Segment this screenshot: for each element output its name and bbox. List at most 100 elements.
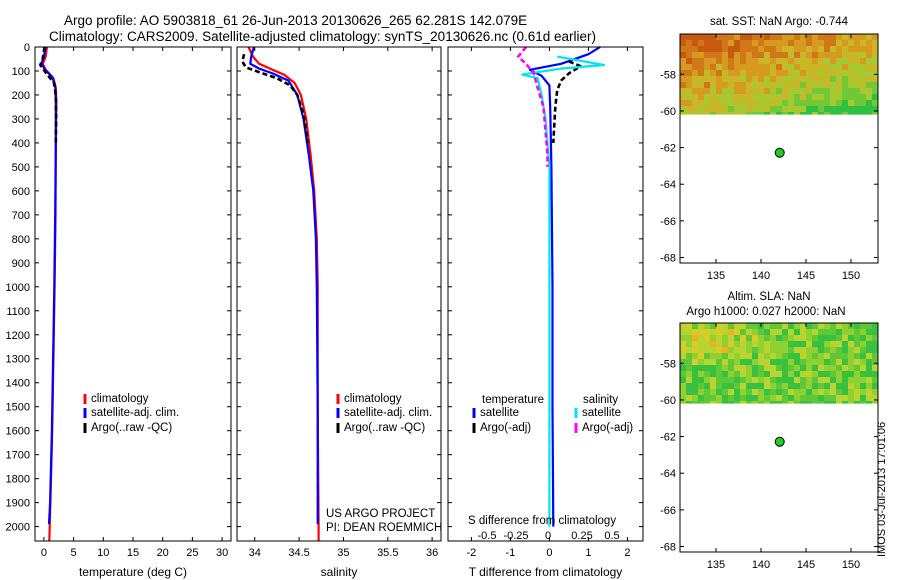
x-tick-label: 25 (186, 547, 198, 559)
heatmap-cell (764, 395, 770, 401)
heatmap-cell (716, 82, 722, 88)
heatmap-cell (728, 335, 734, 341)
heatmap-cell (770, 40, 776, 46)
heatmap-cell (698, 94, 704, 100)
series-line-climatology (247, 46, 320, 541)
heatmap-cell (734, 347, 740, 353)
heatmap-cell (716, 341, 722, 347)
heatmap-cell (872, 52, 878, 58)
heatmap-cell (758, 383, 764, 389)
heatmap-cell (830, 329, 836, 335)
heatmap-cell (764, 106, 770, 112)
heatmap-cell (800, 40, 806, 46)
heatmap-cell (764, 82, 770, 88)
heatmap-cell (842, 70, 848, 76)
heatmap-cell (788, 46, 794, 52)
heatmap-cell (704, 82, 710, 88)
heatmap-cell (788, 40, 794, 46)
heatmap-cell (830, 377, 836, 383)
heatmap-cell (716, 94, 722, 100)
heatmap-cell (860, 88, 866, 94)
map-sst-map: -58 -60 -62 -64 -66 -68 135 140 145 150 sat. SST: … (660, 16, 879, 282)
heatmap-cell (734, 323, 740, 329)
heatmap-cell (788, 70, 794, 76)
heatmap-cell (686, 395, 692, 401)
heatmap-cell (752, 106, 758, 112)
heatmap-cell (830, 100, 836, 106)
heatmap-cell (716, 377, 722, 383)
heatmap-cell (692, 365, 698, 371)
x-tick-label: 0 (546, 547, 552, 559)
heatmap-cell (836, 34, 842, 40)
heatmap-cell (860, 82, 866, 88)
heatmap-cell (722, 52, 728, 58)
heatmap-cell (860, 341, 866, 347)
heatmap-cell (698, 100, 704, 106)
heatmap-cell (740, 88, 746, 94)
heatmap-cell (848, 82, 854, 88)
heatmap-cell (746, 52, 752, 58)
heatmap-cell (830, 40, 836, 46)
heatmap-cell (794, 82, 800, 88)
heatmap-cell (698, 46, 704, 52)
heatmap-cell (800, 82, 806, 88)
heatmap-cell (866, 335, 872, 341)
heatmap-cell (782, 395, 788, 401)
heatmap-cell (734, 112, 740, 115)
map-sla-map: -58 -60 -62 -64 -66 -68 135 140 145 150 Altim. SLA… (660, 291, 879, 571)
heatmap-cell (698, 395, 704, 401)
heatmap-cell (842, 112, 848, 115)
heatmap-cell (710, 389, 716, 395)
heatmap-cell (746, 389, 752, 395)
heatmap-cell (860, 329, 866, 335)
heatmap-cell (728, 359, 734, 365)
heatmap-cell (728, 70, 734, 76)
heatmap-cell (782, 347, 788, 353)
heatmap-cell (818, 58, 824, 64)
heatmap-cell (848, 371, 854, 377)
heatmap-cell (722, 389, 728, 395)
heatmap-cell (794, 335, 800, 341)
heatmap-cell (710, 106, 716, 112)
heatmap-cell (866, 347, 872, 353)
heatmap-cell (764, 329, 770, 335)
heatmap-cell (758, 377, 764, 383)
heatmap-cell (782, 88, 788, 94)
heatmap-cell (824, 34, 830, 40)
heatmap-cell (734, 353, 740, 359)
heatmap-cell (818, 70, 824, 76)
heatmap-cell (782, 70, 788, 76)
heatmap-cell (722, 100, 728, 106)
heatmap-cell (848, 383, 854, 389)
heatmap-cell (740, 353, 746, 359)
x-tick-label: 36 (426, 547, 438, 559)
timestamp-watermark: IMOS 03-Jul-2013 17:01:06 (876, 421, 888, 557)
heatmap-cell (824, 353, 830, 359)
heatmap-cell (848, 100, 854, 106)
heatmap-cell (710, 335, 716, 341)
heatmap-cell (776, 359, 782, 365)
heatmap-cell (734, 383, 740, 389)
heatmap-cell (812, 40, 818, 46)
heatmap-cell (794, 323, 800, 329)
y-tick-label: 200 (12, 90, 30, 102)
heatmap-cell (794, 112, 800, 115)
heatmap-cell (728, 106, 734, 112)
heatmap-cell (872, 40, 878, 46)
heatmap-cell (716, 383, 722, 389)
heatmap-cell (686, 329, 692, 335)
heatmap-cell (800, 58, 806, 64)
heatmap-cell (812, 58, 818, 64)
heatmap-cell (764, 100, 770, 106)
heatmap-cell (680, 401, 686, 404)
heatmap-cell (728, 94, 734, 100)
heatmap-cell (836, 76, 842, 82)
heatmap-cell (836, 94, 842, 100)
heatmap-cell (866, 70, 872, 76)
x-tick-label: -1 (506, 547, 516, 559)
heatmap-cell (752, 359, 758, 365)
heatmap-cell (716, 335, 722, 341)
heatmap-cell (860, 58, 866, 64)
heatmap-cell (830, 335, 836, 341)
x-tick-label: 10 (97, 547, 109, 559)
